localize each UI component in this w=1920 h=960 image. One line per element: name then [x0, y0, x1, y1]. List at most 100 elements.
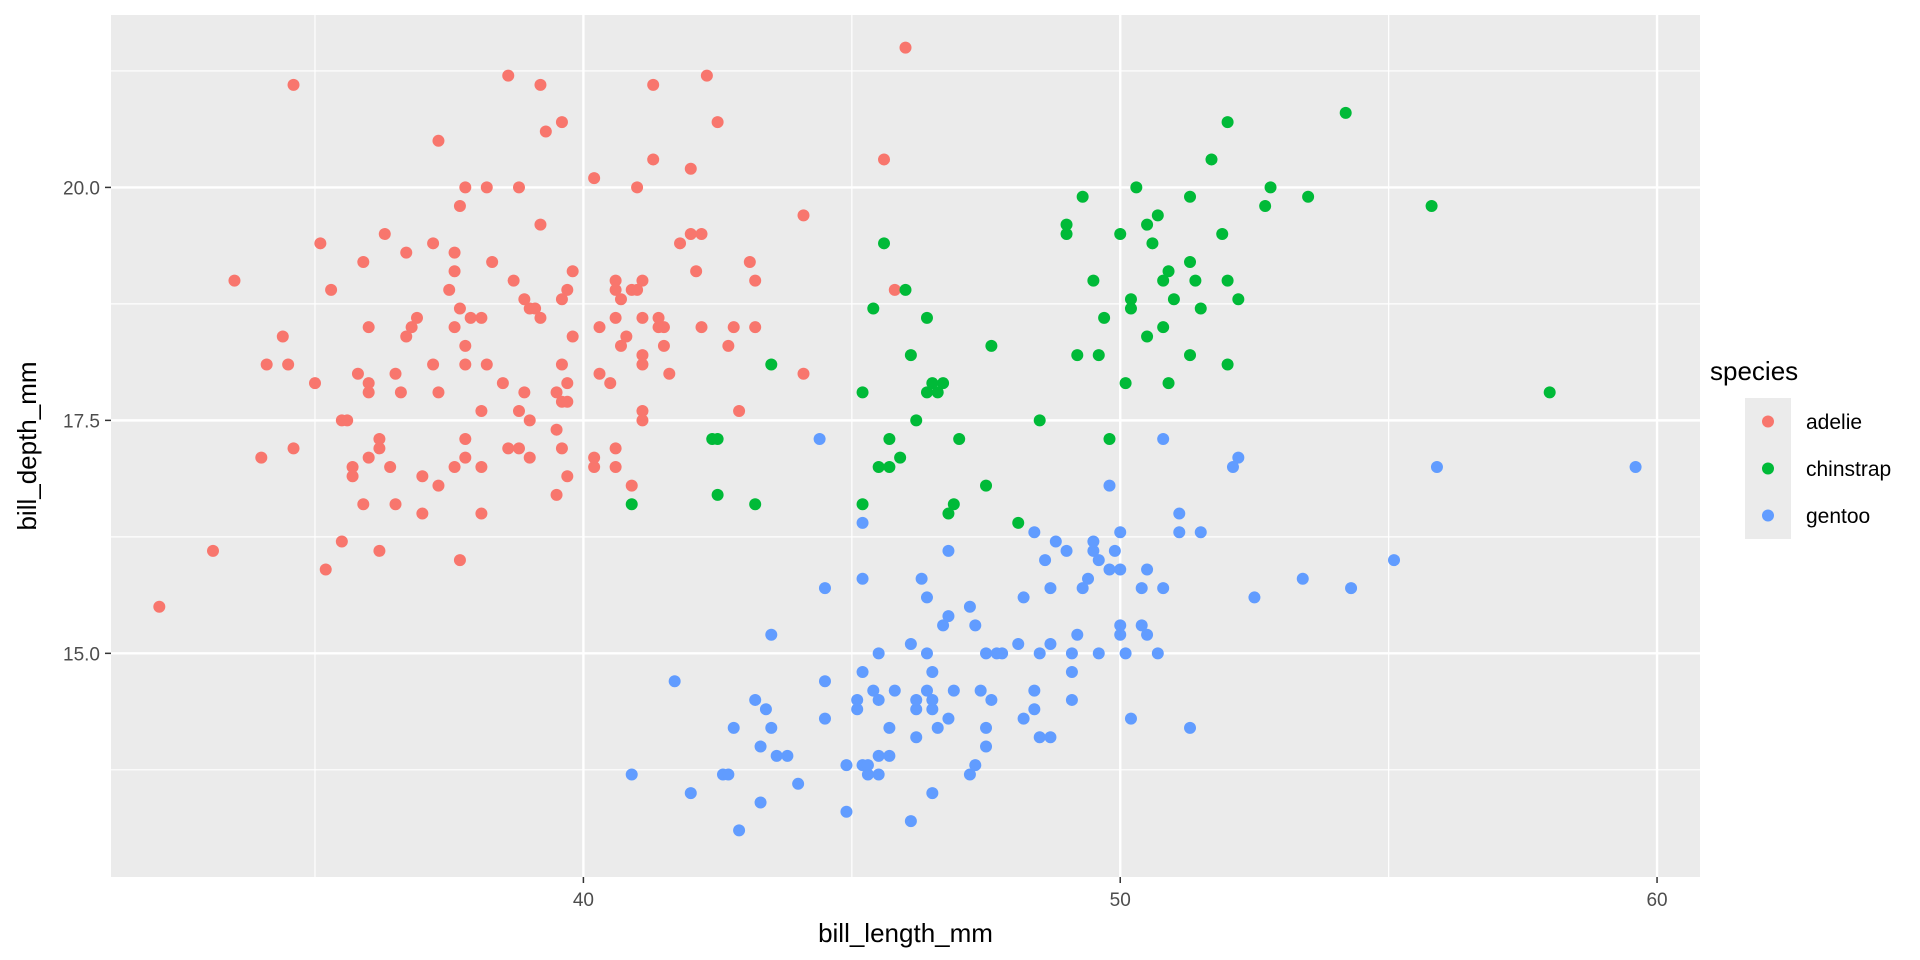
data-point	[980, 479, 993, 492]
data-point	[405, 321, 418, 334]
data-point	[1157, 274, 1170, 287]
data-point	[1184, 190, 1197, 203]
data-point	[453, 302, 466, 315]
data-point	[711, 116, 724, 129]
data-point	[153, 600, 166, 613]
y-tick-label: 20.0	[63, 178, 100, 199]
data-point	[362, 451, 375, 464]
legend-label: chinstrap	[1806, 458, 1891, 481]
data-point	[357, 255, 370, 268]
data-point	[861, 768, 874, 781]
data-point	[1146, 237, 1159, 250]
data-point	[765, 358, 778, 371]
data-point	[856, 665, 869, 678]
data-point	[636, 274, 649, 287]
data-point	[647, 78, 660, 91]
data-point	[378, 227, 391, 240]
data-point	[899, 41, 912, 54]
data-point	[695, 321, 708, 334]
data-point	[920, 591, 933, 604]
data-point	[486, 255, 499, 268]
data-point	[534, 78, 547, 91]
plot-panel	[111, 15, 1700, 877]
data-point	[475, 460, 488, 473]
data-point	[373, 442, 386, 455]
data-point	[1543, 386, 1556, 399]
data-point	[792, 777, 805, 790]
data-point	[448, 265, 461, 278]
data-point	[1388, 554, 1401, 567]
data-point	[684, 162, 697, 175]
data-point	[727, 721, 740, 734]
data-point	[722, 339, 735, 352]
data-point	[1339, 106, 1352, 119]
data-point	[872, 768, 885, 781]
data-point	[453, 554, 466, 567]
data-point	[384, 460, 397, 473]
data-point	[427, 237, 440, 250]
data-point	[910, 703, 923, 716]
data-point	[781, 749, 794, 762]
data-point	[308, 377, 321, 390]
data-point	[561, 395, 574, 408]
data-point	[255, 451, 268, 464]
data-point	[394, 386, 407, 399]
data-point	[920, 386, 933, 399]
data-point	[910, 414, 923, 427]
data-point	[351, 367, 364, 380]
data-point	[512, 405, 525, 418]
data-point	[1151, 209, 1164, 222]
data-point	[856, 498, 869, 511]
data-point	[357, 498, 370, 511]
data-point	[926, 787, 939, 800]
data-point	[1103, 563, 1116, 576]
data-point	[314, 237, 327, 250]
data-point	[1092, 349, 1105, 362]
data-point	[1264, 181, 1277, 194]
data-point	[475, 405, 488, 418]
data-point	[1087, 274, 1100, 287]
data-point	[443, 283, 456, 296]
data-point	[1124, 293, 1137, 306]
data-point	[636, 311, 649, 324]
data-point	[561, 470, 574, 483]
data-point	[1162, 377, 1175, 390]
data-point	[1098, 311, 1111, 324]
data-point	[749, 693, 762, 706]
data-point	[507, 274, 520, 287]
data-point	[733, 405, 746, 418]
data-point	[1124, 302, 1137, 315]
data-point	[287, 442, 300, 455]
data-point	[566, 330, 579, 343]
data-point	[722, 768, 735, 781]
legend-item-chinstrap: chinstrap	[1745, 445, 1891, 492]
data-point	[1184, 255, 1197, 268]
data-point	[1173, 507, 1186, 520]
data-point	[1092, 647, 1105, 660]
data-point	[797, 209, 810, 222]
data-point	[1194, 526, 1207, 539]
data-point	[480, 181, 493, 194]
data-point	[1135, 619, 1148, 632]
data-point	[931, 721, 944, 734]
data-point	[759, 703, 772, 716]
data-point	[362, 321, 375, 334]
data-point	[512, 442, 525, 455]
data-point	[910, 693, 923, 706]
data-point	[432, 134, 445, 147]
data-point	[1194, 302, 1207, 315]
data-point	[1232, 451, 1245, 464]
data-point	[969, 619, 982, 632]
data-point	[1103, 433, 1116, 446]
data-point	[341, 414, 354, 427]
data-point	[1028, 526, 1041, 539]
data-point	[389, 498, 402, 511]
data-point	[1114, 227, 1127, 240]
data-point	[872, 647, 885, 660]
data-point	[512, 181, 525, 194]
data-point	[529, 302, 542, 315]
data-point	[937, 377, 950, 390]
data-point	[432, 386, 445, 399]
data-point	[459, 358, 472, 371]
data-point	[727, 321, 740, 334]
